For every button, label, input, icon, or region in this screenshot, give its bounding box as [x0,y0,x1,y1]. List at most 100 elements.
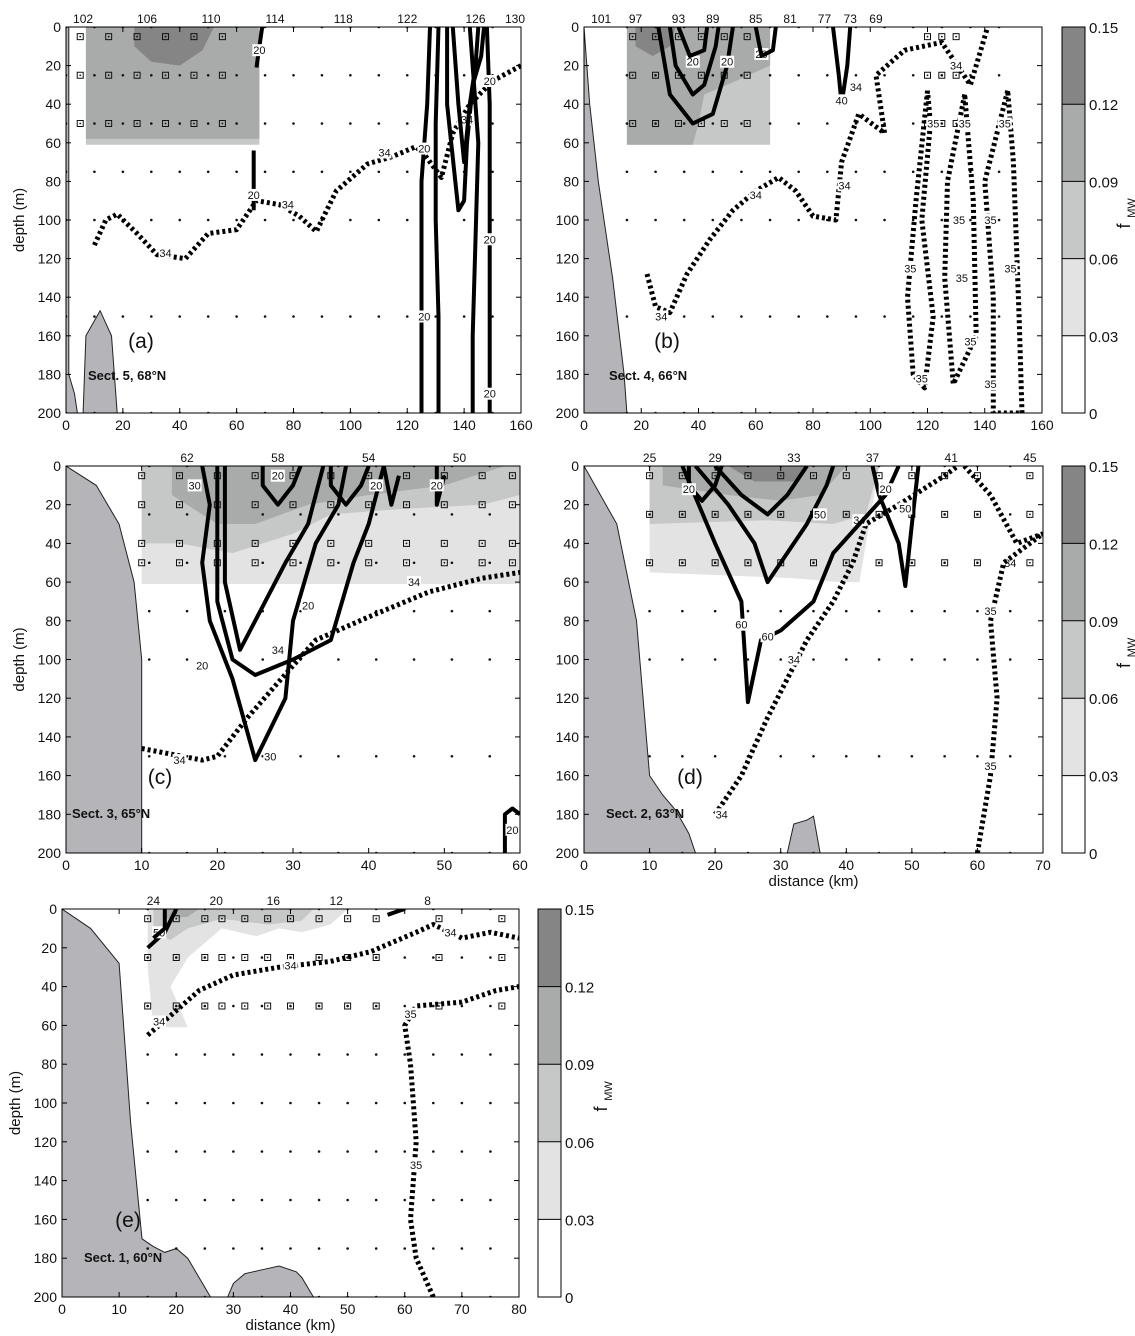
sample-dot [121,122,125,125]
contour-label: 35 [999,119,1011,131]
y-tick-label: 120 [38,690,62,706]
contour-label-bg [172,754,187,767]
sample-dot [746,609,750,613]
contour-label-bg [158,246,173,259]
bottle-sample [176,501,183,509]
bottle-sample [144,915,152,923]
bottle-dot [346,1005,349,1007]
sample-dot [489,1004,492,1008]
sample-dot [374,754,378,758]
sample-dot [826,315,829,318]
sample-dot [178,218,182,222]
meltwater-contour-2 [146,909,179,950]
bottle-sample [924,71,931,79]
colorbar-band [1062,466,1085,544]
bottle-sample [777,472,785,480]
y-tick-label: 40 [45,96,61,112]
salinity-contour-2 [942,94,979,387]
sample-dot [292,122,295,125]
contour-label-bg [429,479,444,492]
sample-dot [682,170,686,174]
contour-label: 35 [1004,263,1016,275]
bottle-dot [926,74,929,77]
contour-label: 34 [1004,558,1016,570]
sample-dot [349,218,352,222]
seabed-0 [584,466,697,853]
colorbar-frame [1061,465,1086,854]
sample-dot [768,122,772,125]
meltwater-contour-6 [676,27,710,58]
sample-dot [460,1247,464,1250]
colorbar-band [538,986,561,1065]
bottle-dot [140,503,143,506]
colorbar-1: 0.15 0.12 0.09 0.06 0.03 0 f MW [1061,20,1135,423]
station-number: 93 [672,12,686,26]
bottle-sample [478,472,486,480]
contour-label: 34 [284,960,296,972]
contour-label: 20 [683,484,695,496]
sample-dot [289,1101,292,1105]
sample-dot [489,956,492,959]
sample-dot [450,609,454,613]
bottle-sample [498,1002,506,1010]
bottle-sample [938,71,946,79]
y-tick-label: 200 [34,1289,58,1305]
sample-dot [768,218,772,222]
x-tick-label: 0 [58,1301,66,1317]
sample-dot [746,658,750,661]
bottle-sample [508,559,516,567]
bottle-sample [498,915,506,923]
contour-label-bg [246,188,261,201]
colorbar-tick-label: 0.15 [1089,20,1118,37]
sample-dot [235,122,238,125]
sample-dot [403,956,407,959]
sample-dot [93,218,96,222]
bottle-dot [511,542,514,545]
bottle-dot [221,74,224,77]
contour-label: 30 [264,751,276,763]
sample-dot [460,956,464,959]
contour-label-bg [734,618,749,631]
salinity-contour-0 [141,569,520,763]
bottle-dot [747,474,749,477]
meltwater-contour-4 [386,909,406,917]
bottle-dot [940,74,943,77]
sample-dot [940,315,944,318]
sample-dot [174,1150,178,1153]
x-tick-label: 70 [1035,857,1051,873]
sample-dot [206,122,210,125]
sample-dot [432,1247,435,1250]
sample-dot [740,73,743,77]
bottle-dot [136,122,138,125]
station-number: 50 [453,451,467,465]
sample-dot [976,609,979,613]
sample-dot [943,658,946,661]
bottle-dot [405,474,408,477]
sample-dot [235,218,238,222]
sample-dot [432,1053,435,1056]
colorbar-tick-label: 0.09 [565,1057,594,1074]
sample-dot [121,73,125,77]
bottle-dot [976,513,979,516]
colorbar-band [538,909,561,987]
meltwater-contour-4 [693,466,836,585]
bottle-sample [105,120,113,127]
sample-dot [713,754,717,758]
sample-dot [405,73,409,77]
colorbar-band [1062,181,1085,259]
bottle-dot [878,474,880,477]
station-number: 37 [866,451,880,465]
bottle-sample [629,33,637,41]
contour-label: 34 [408,577,420,589]
contour-label-bg [409,1159,424,1172]
sample-dot [812,609,815,613]
bottle-dot [940,35,943,38]
section-label: Sect. 2, 63°N [606,806,684,821]
sample-dot [346,1101,349,1105]
station-dots [146,909,492,1297]
bottle-sample [744,559,752,567]
seabed-0 [584,27,628,413]
sample-dot [405,122,409,125]
sample-dot [943,609,946,613]
